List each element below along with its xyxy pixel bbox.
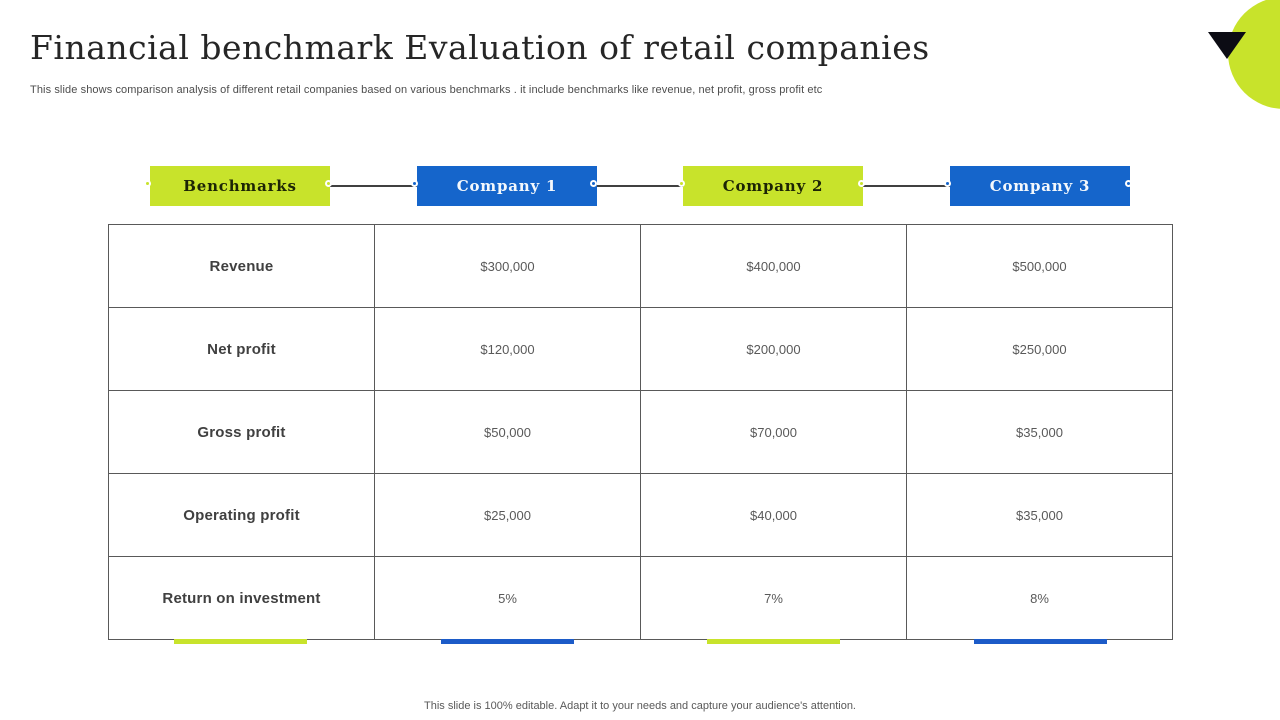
connector-line — [330, 185, 417, 187]
connector-dot — [144, 180, 151, 187]
table-cell: $250,000 — [906, 307, 1173, 391]
header-pill-benchmarks: Benchmarks — [150, 166, 330, 206]
table-cell: $400,000 — [640, 224, 907, 308]
header-pill-company-1: Company 1 — [417, 166, 597, 206]
table-cell: $35,000 — [906, 390, 1173, 474]
table-row: Gross profit $50,000 $70,000 $35,000 — [108, 390, 1173, 474]
header-pill-company-2: Company 2 — [683, 166, 863, 206]
table-cell: $40,000 — [640, 473, 907, 557]
triangle-down-icon — [1208, 32, 1246, 59]
column-underline-bar — [174, 639, 307, 644]
connector-dot — [858, 180, 865, 187]
connector-dot — [325, 180, 332, 187]
column-underline-bar — [441, 639, 574, 644]
table-cell: $25,000 — [374, 473, 641, 557]
table-cell: 8% — [906, 556, 1173, 640]
connector-line — [863, 185, 950, 187]
connector-dot — [411, 180, 418, 187]
table-row: Return on investment 5% 7% 8% — [108, 556, 1173, 640]
table-cell: $200,000 — [640, 307, 907, 391]
row-label: Return on investment — [108, 556, 375, 640]
connector-dot — [590, 180, 597, 187]
connector-dot — [944, 180, 951, 187]
table-row: Net profit $120,000 $200,000 $250,000 — [108, 307, 1173, 391]
table-cell: $50,000 — [374, 390, 641, 474]
table-cell: $500,000 — [906, 224, 1173, 308]
column-underline-bar — [707, 639, 840, 644]
row-label: Net profit — [108, 307, 375, 391]
table-cell: 7% — [640, 556, 907, 640]
benchmark-table: Revenue $300,000 $400,000 $500,000 Net p… — [108, 224, 1173, 640]
column-underline-bar — [974, 639, 1107, 644]
connector-line — [597, 185, 683, 187]
table-row: Operating profit $25,000 $40,000 $35,000 — [108, 473, 1173, 557]
connector-dot — [1125, 180, 1132, 187]
header-pill-company-3: Company 3 — [950, 166, 1130, 206]
table-cell: $300,000 — [374, 224, 641, 308]
page-title: Financial benchmark Evaluation of retail… — [30, 28, 930, 67]
slide-footer-note: This slide is 100% editable. Adapt it to… — [424, 700, 856, 712]
table-cell: $120,000 — [374, 307, 641, 391]
table-cell: 5% — [374, 556, 641, 640]
table-cell: $70,000 — [640, 390, 907, 474]
connector-dot — [678, 180, 685, 187]
row-label: Revenue — [108, 224, 375, 308]
row-label: Gross profit — [108, 390, 375, 474]
row-label: Operating profit — [108, 473, 375, 557]
table-row: Revenue $300,000 $400,000 $500,000 — [108, 224, 1173, 308]
slide-subtitle: This slide shows comparison analysis of … — [30, 84, 823, 96]
table-cell: $35,000 — [906, 473, 1173, 557]
